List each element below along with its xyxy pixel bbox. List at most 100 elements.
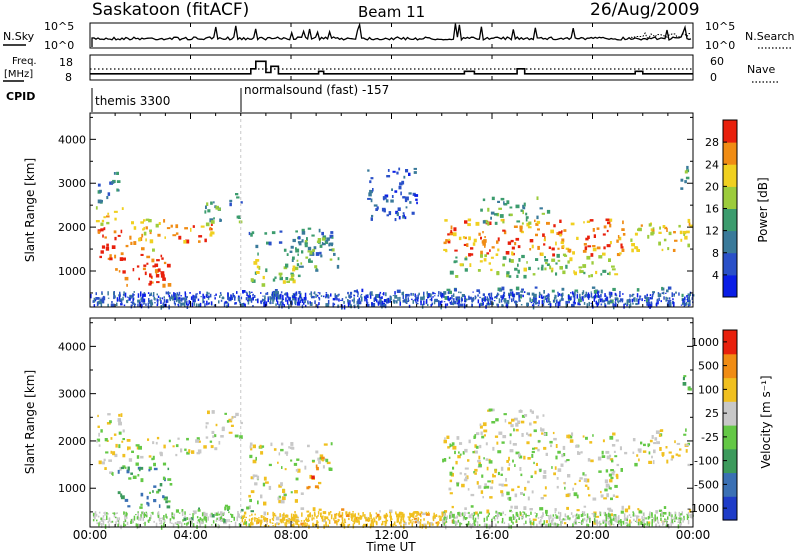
heatmap-cell bbox=[120, 229, 123, 234]
heatmap-cell bbox=[135, 523, 138, 527]
heatmap-cell bbox=[372, 522, 374, 527]
heatmap-cell bbox=[205, 518, 208, 523]
heatmap-cell bbox=[369, 295, 372, 299]
heatmap-cell bbox=[193, 295, 198, 299]
heatmap-cell bbox=[492, 475, 496, 478]
heatmap-cell bbox=[587, 292, 590, 296]
heatmap-cell bbox=[509, 433, 512, 437]
heatmap-cell bbox=[297, 517, 299, 519]
heatmap-cell bbox=[574, 289, 579, 292]
colorbar-swatch bbox=[723, 496, 737, 521]
heatmap-cell bbox=[110, 450, 113, 454]
heatmap-cell bbox=[449, 297, 452, 300]
heatmap-cell bbox=[265, 301, 268, 306]
heatmap-cell bbox=[491, 297, 494, 300]
heatmap-cell bbox=[494, 213, 498, 216]
heatmap-cell bbox=[335, 294, 338, 300]
heatmap-cell bbox=[297, 468, 301, 473]
heatmap-cell bbox=[593, 513, 595, 518]
heatmap-cell bbox=[362, 515, 364, 517]
heatmap-cell bbox=[145, 303, 147, 306]
heatmap-cell bbox=[200, 225, 205, 228]
heatmap-cell bbox=[236, 291, 238, 294]
heatmap-cell bbox=[517, 245, 521, 249]
heatmap-cell bbox=[174, 292, 176, 298]
heatmap-cell bbox=[256, 271, 260, 274]
heatmap-cell bbox=[155, 441, 158, 445]
heatmap-cell bbox=[102, 520, 105, 526]
heatmap-cell bbox=[218, 513, 221, 516]
heatmap-cell bbox=[352, 513, 354, 517]
heatmap-cell bbox=[592, 296, 595, 299]
heatmap-cell bbox=[638, 458, 640, 462]
heatmap-cell bbox=[293, 293, 295, 298]
heatmap-cell bbox=[604, 293, 606, 297]
heatmap-cell bbox=[511, 511, 513, 513]
heatmap-cell bbox=[176, 292, 178, 296]
heatmap-cell bbox=[672, 521, 674, 525]
heatmap-cell bbox=[173, 300, 176, 305]
heatmap-cell bbox=[583, 221, 585, 224]
heatmap-cell bbox=[517, 263, 519, 267]
heatmap-cell bbox=[443, 241, 447, 245]
heatmap-cell bbox=[491, 480, 494, 484]
heatmap-cell bbox=[258, 519, 260, 522]
heatmap-cell bbox=[196, 521, 199, 524]
heatmap-cell bbox=[439, 518, 441, 522]
heatmap-cell bbox=[355, 516, 358, 520]
heatmap-cell bbox=[406, 293, 410, 297]
heatmap-cell bbox=[661, 452, 665, 456]
heatmap-cell bbox=[569, 439, 574, 443]
heatmap-cell bbox=[318, 228, 321, 233]
heatmap-cell bbox=[97, 515, 100, 518]
heatmap-cell bbox=[230, 294, 232, 299]
heatmap-cell bbox=[370, 519, 373, 523]
heatmap-cell bbox=[306, 486, 310, 490]
heatmap-cell bbox=[685, 428, 687, 432]
heatmap-cell bbox=[152, 292, 155, 296]
heatmap-cell bbox=[537, 245, 540, 250]
heatmap-cell bbox=[117, 469, 120, 474]
heatmap-cell bbox=[497, 514, 500, 518]
heatmap-cell bbox=[449, 514, 451, 519]
heatmap-cell bbox=[430, 297, 433, 302]
heatmap-cell bbox=[558, 511, 560, 515]
heatmap-cell bbox=[685, 176, 690, 180]
heatmap-cell bbox=[163, 298, 166, 303]
heatmap-cell bbox=[140, 514, 142, 519]
heatmap-cell bbox=[649, 294, 652, 296]
heatmap-cell bbox=[130, 301, 133, 303]
heatmap-cell bbox=[260, 451, 264, 455]
heatmap-cell bbox=[561, 295, 563, 301]
heatmap-cell bbox=[604, 488, 608, 492]
heatmap-cell bbox=[597, 293, 599, 298]
heatmap-cell bbox=[507, 467, 510, 471]
heatmap-cell bbox=[420, 519, 422, 522]
heatmap-cell bbox=[510, 519, 513, 523]
heatmap-cell bbox=[531, 292, 535, 296]
heatmap-cell bbox=[188, 300, 190, 304]
heatmap-cell bbox=[611, 509, 613, 513]
heatmap-cell bbox=[477, 459, 481, 463]
heatmap-cell bbox=[684, 296, 686, 301]
heatmap-cell bbox=[245, 516, 247, 519]
heatmap-cell bbox=[469, 296, 472, 300]
heatmap-cell bbox=[599, 511, 601, 514]
heatmap-cell bbox=[517, 269, 520, 274]
heatmap-cell bbox=[240, 508, 244, 512]
heatmap-cell bbox=[184, 291, 186, 295]
heatmap-cell bbox=[222, 512, 225, 516]
heatmap-cell bbox=[574, 514, 577, 517]
heatmap-cell bbox=[658, 297, 660, 301]
heatmap-cell bbox=[500, 197, 505, 201]
heatmap-cell bbox=[490, 408, 495, 412]
heatmap-cell bbox=[592, 245, 596, 248]
heatmap-cell bbox=[427, 295, 429, 299]
colorbar-swatch bbox=[723, 274, 737, 298]
heatmap-cell bbox=[263, 299, 265, 302]
heatmap-cell bbox=[575, 444, 579, 448]
heatmap-cell bbox=[464, 236, 467, 240]
heatmap-cell bbox=[353, 299, 355, 304]
heatmap-cell bbox=[401, 180, 405, 185]
heatmap-cell bbox=[500, 490, 504, 494]
